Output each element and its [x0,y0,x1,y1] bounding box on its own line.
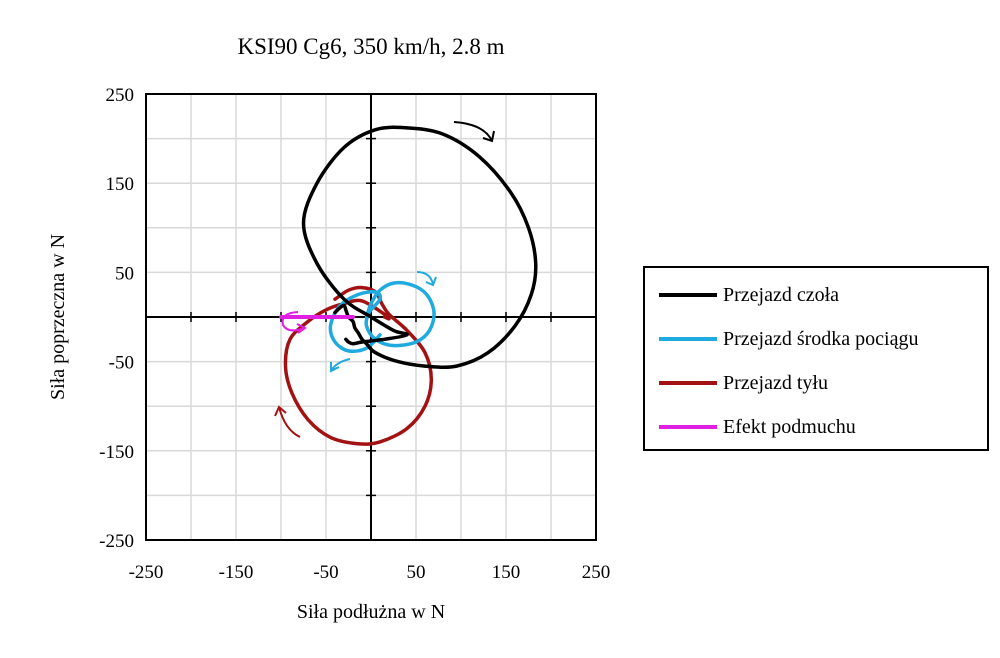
y-tick-label: -50 [109,353,134,374]
x-tick-label: 50 [407,562,426,583]
y-axis-title: Siła poprzeczna w N [47,234,69,400]
arrow-icon-middle-bottom [330,358,351,373]
x-tick-label: -150 [219,562,254,583]
legend: Przejazd czoła Przejazd środka pociągu Prz… [643,266,989,451]
legend-label: Przejazd środka pociągu [723,327,919,350]
legend-label: Efekt podmuchu [723,415,856,438]
y-tick-label: 250 [106,85,135,106]
legend-item: Przejazd tyłu [659,368,828,398]
legend-swatch [659,425,717,429]
legend-label: Przejazd czoła [723,283,840,306]
legend-swatch [659,337,717,341]
x-axis-title: Siła podłużna w N [297,601,445,623]
chart-title: KSI90 Cg6, 350 km/h, 2.8 m [237,34,505,59]
legend-swatch [659,381,717,385]
x-tick-label: -250 [129,562,164,583]
direction-arrows [274,121,495,438]
y-tick-label: 150 [106,174,135,195]
x-tick-label: 150 [492,562,521,583]
arrow-icon-rear [274,405,301,438]
legend-item: Przejazd czoła [659,280,839,310]
legend-swatch [659,293,717,297]
arrow-icon-front [453,121,495,143]
legend-item: Przejazd środka pociągu [659,324,918,354]
arrow-icon-gust [281,311,307,334]
tick-labels: -250 -150 -50 50 150 250 250 150 50 -50 -150 -250 [99,85,610,583]
y-tick-label: 50 [115,263,134,284]
legend-label: Przejazd tyłu [723,371,828,394]
x-tick-label: -50 [313,562,338,583]
series-line-2 [328,280,436,354]
y-tick-label: -250 [99,531,134,552]
y-tick-label: -150 [99,442,134,463]
series-line-1 [301,125,538,370]
legend-item: Efekt podmuchu [659,412,856,442]
x-tick-label: 250 [582,562,611,583]
arrow-icon-middle-top [416,271,437,287]
data-series [279,125,538,446]
